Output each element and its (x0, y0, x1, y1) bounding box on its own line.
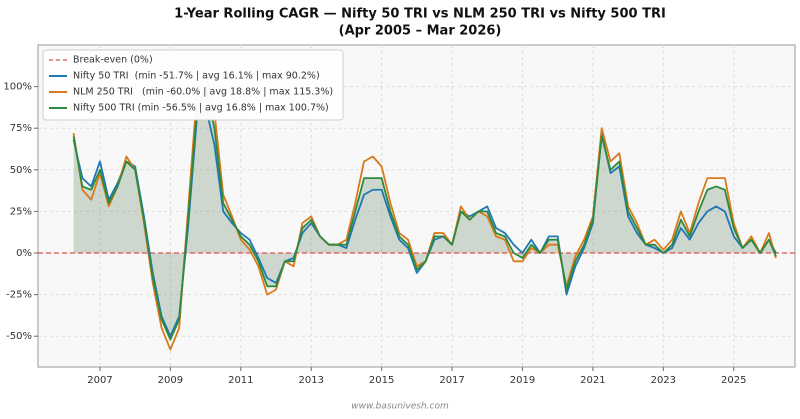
x-tick-label: 2019 (510, 375, 535, 386)
y-tick-label: 50% (10, 165, 32, 176)
x-tick-label: 2013 (298, 375, 323, 386)
y-tick-label: -50% (6, 331, 32, 342)
x-tick-label: 2009 (158, 375, 183, 386)
x-tick-label: 2011 (228, 375, 253, 386)
y-tick-label: 100% (3, 82, 32, 93)
x-tick-label: 2025 (721, 375, 746, 386)
legend-box (42, 49, 344, 121)
x-tick-label: 2023 (651, 375, 676, 386)
chart-subtitle: (Apr 2005 – Mar 2026) (339, 24, 502, 39)
x-tick-label: 2021 (580, 375, 605, 386)
x-tick-label: 2007 (87, 375, 112, 386)
x-tick-label: 2017 (439, 375, 464, 386)
legend-label: Break-even (0%) (73, 55, 153, 66)
x-tick-label: 2015 (369, 375, 394, 386)
legend-label: NLM 250 TRI (min -60.0% | avg 18.8% | ma… (73, 87, 333, 98)
y-tick-label: 25% (10, 206, 32, 217)
y-tick-label: 75% (10, 123, 32, 134)
legend-label: Nifty 500 TRI (min -56.5% | avg 16.8% | … (73, 103, 329, 114)
legend-label: Nifty 50 TRI (min -51.7% | avg 16.1% | m… (73, 71, 320, 82)
watermark: www.basunivesh.com (351, 402, 449, 412)
y-tick-label: -25% (6, 290, 32, 301)
y-tick-label: 0% (16, 248, 32, 259)
chart-title: 1-Year Rolling CAGR — Nifty 50 TRI vs NL… (174, 7, 666, 22)
series-line (72, 85, 777, 341)
